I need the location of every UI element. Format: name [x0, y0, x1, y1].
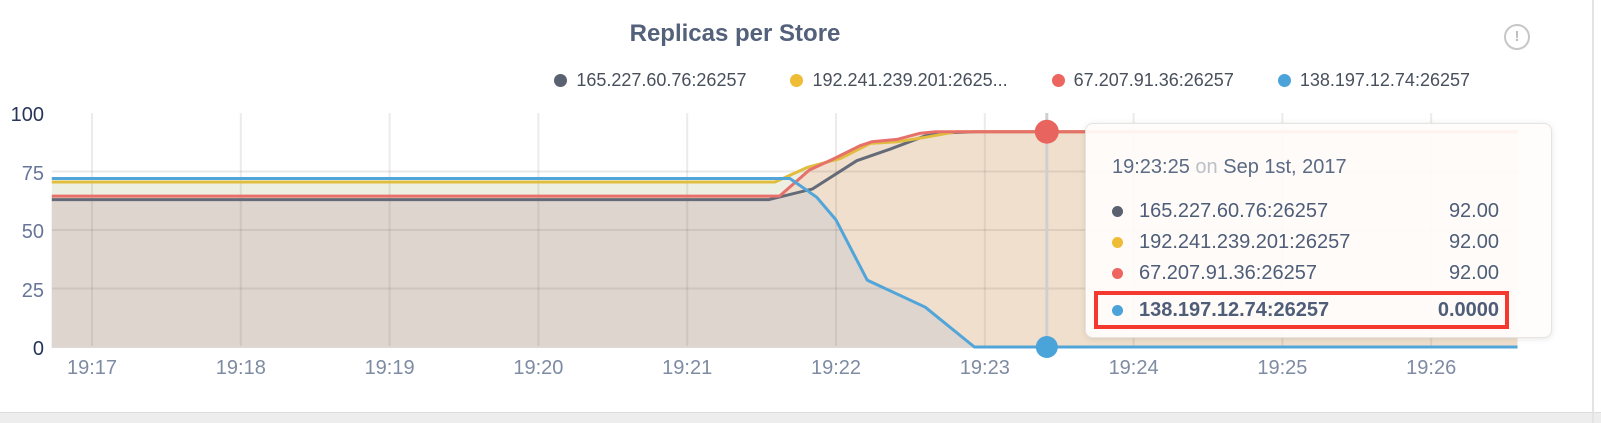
x-tick-label: 19:19	[364, 357, 415, 379]
legend-dot-icon	[790, 74, 804, 87]
legend-item-2[interactable]: 67.207.91.36:26257	[1051, 70, 1234, 91]
x-tick-label: 19:25	[1257, 357, 1308, 379]
tooltip-series-name: 67.207.91.36:26257	[1139, 262, 1317, 284]
bottom-scroll-track[interactable]	[0, 412, 1601, 423]
y-tick-label: 0	[32, 338, 44, 360]
y-tick-label: 50	[21, 221, 44, 243]
page-title: Replicas per Store	[629, 20, 841, 47]
tooltip-row: 67.207.91.36:26257 92.00	[1086, 258, 1551, 289]
tooltip-series-name: 165.227.60.76:26257	[1139, 200, 1329, 222]
series-dot-icon	[1112, 206, 1123, 217]
hover-tooltip: 19:23:25 on Sep 1st, 2017 165.227.60.76:…	[1085, 123, 1552, 338]
y-tick-label: 100	[10, 104, 44, 126]
tooltip-date: Sep 1st, 2017	[1223, 156, 1347, 178]
legend-dot-icon	[1051, 74, 1065, 87]
x-tick-label: 19:20	[513, 357, 564, 379]
tooltip-row-highlighted: 138.197.12.74:26257 0.0000	[1094, 291, 1509, 329]
legend-item-0[interactable]: 165.227.60.76:26257	[554, 70, 746, 91]
x-tick-label: 19:23	[959, 357, 1010, 379]
tooltip-series-value: 92.00	[1448, 231, 1499, 253]
tooltip-rows: 165.227.60.76:26257 92.00 192.241.239.201:…	[1086, 196, 1551, 329]
legend-item-3[interactable]: 138.197.12.74:26257	[1277, 70, 1470, 91]
tooltip-on-word: on	[1195, 156, 1218, 178]
x-tick-label: 19:26	[1406, 357, 1457, 379]
x-tick-label: 19:18	[215, 357, 266, 379]
series-dot-icon	[1112, 237, 1123, 248]
y-tick-label: 75	[21, 162, 44, 185]
y-tick-label: 25	[21, 279, 44, 302]
tooltip-row: 165.227.60.76:26257 92.00	[1086, 196, 1551, 227]
series-dot-icon	[1112, 268, 1123, 279]
tooltip-series-value: 0.0000	[1437, 298, 1499, 321]
tooltip-time: 19:23:25	[1112, 156, 1190, 178]
tooltip-row: 192.241.239.201:26257 92.00	[1086, 227, 1551, 258]
legend-item-label: 67.207.91.36:26257	[1073, 70, 1234, 90]
tooltip-series-value: 92.00	[1448, 262, 1499, 284]
legend-item-label: 165.227.60.76:26257	[576, 70, 747, 90]
x-tick-label: 19:22	[810, 357, 862, 379]
x-tick-label: 19:17	[66, 357, 118, 379]
chart-legend: 165.227.60.76:26257 192.241.239.201:2625.…	[554, 70, 1470, 91]
tooltip-series-name: 192.241.239.201:26257	[1139, 231, 1351, 253]
tooltip-timestamp: 19:23:25 on Sep 1st, 2017	[1112, 156, 1347, 179]
panel-right-divider	[1592, 0, 1594, 423]
legend-item-1[interactable]: 192.241.239.201:2625...	[790, 70, 1008, 91]
legend-dot-icon	[1277, 74, 1291, 87]
legend-item-label: 138.197.12.74:26257	[1299, 70, 1470, 90]
legend-item-label: 192.241.239.201:2625...	[812, 70, 1008, 90]
tooltip-series-name: 138.197.12.74:26257	[1139, 298, 1330, 321]
info-icon[interactable]: !	[1504, 24, 1530, 50]
x-tick-label: 19:24	[1108, 357, 1159, 379]
series-dot-icon	[1112, 304, 1123, 316]
x-tick-label: 19:21	[662, 357, 713, 379]
legend-dot-icon	[554, 74, 568, 87]
tooltip-series-value: 92.00	[1448, 200, 1499, 222]
